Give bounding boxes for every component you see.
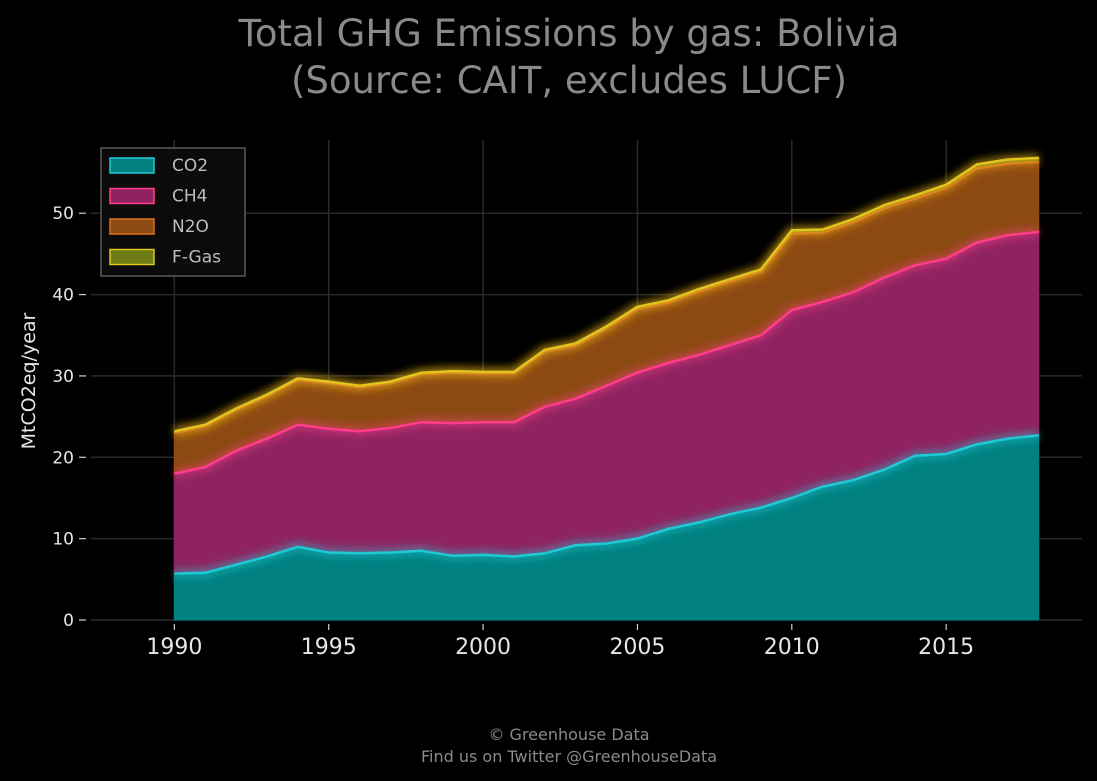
line-co2 xyxy=(174,434,1039,575)
legend-label-f-gas: F-Gas xyxy=(172,248,221,268)
y-tick-label-10: 10 xyxy=(52,530,74,550)
x-tick-label-1995: 1995 xyxy=(301,635,357,660)
line-ch4 xyxy=(174,230,1039,475)
x-tick-label-2010: 2010 xyxy=(764,635,820,660)
legend-label-n2o: N2O xyxy=(172,217,209,237)
legend-swatch-f-gas xyxy=(109,248,155,266)
x-tick-label-2000: 2000 xyxy=(455,635,511,660)
legend: CO2 CH4 N2O F-Gas xyxy=(100,147,246,277)
y-tick-label-20: 20 xyxy=(52,448,74,468)
legend-swatch-co2 xyxy=(109,157,155,174)
y-tick-label-40: 40 xyxy=(52,286,74,306)
legend-label-co2: CO2 xyxy=(172,156,208,176)
y-tick-label-50: 50 xyxy=(52,204,74,224)
x-tick-label-1990: 1990 xyxy=(146,635,202,660)
legend-swatch-n2o xyxy=(109,218,155,235)
footer-twitter: Find us on Twitter @GreenhouseData xyxy=(421,747,717,766)
axes: 0 10 20 30 40 50 1990 1995 2000 2005 2010 2015 xyxy=(52,204,974,660)
y-tick-label-0: 0 xyxy=(63,611,74,631)
y-axis-label: MtCO2eq/year xyxy=(18,312,40,449)
line-f-gas xyxy=(174,156,1039,433)
series-outline-layer xyxy=(173,153,1040,579)
chart-title-line1: Total GHG Emissions by gas: Bolivia xyxy=(238,12,900,55)
chart-title-line2: (Source: CAIT, excludes LUCF) xyxy=(291,59,847,102)
x-tick-label-2015: 2015 xyxy=(918,635,974,660)
legend-label-ch4: CH4 xyxy=(172,187,207,207)
y-tick-label-30: 30 xyxy=(52,367,74,387)
legend-swatch-ch4 xyxy=(109,187,155,205)
footer-copyright: © Greenhouse Data xyxy=(488,725,649,744)
x-tick-label-2005: 2005 xyxy=(609,635,665,660)
